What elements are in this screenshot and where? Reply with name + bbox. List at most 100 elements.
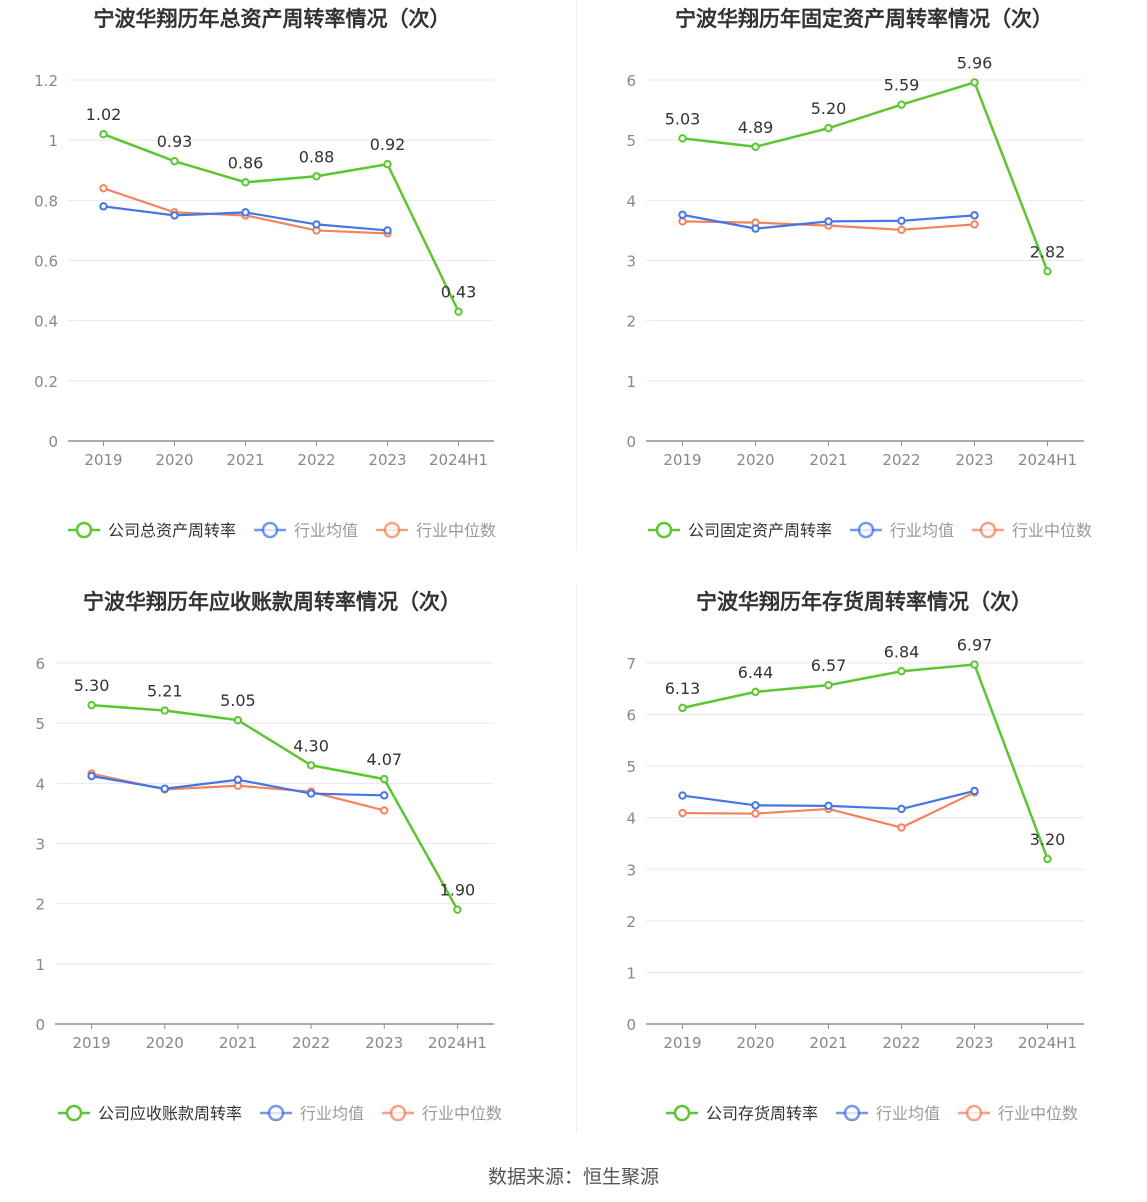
legend-item-company: 公司存货周转率	[666, 1104, 818, 1123]
chart-panel-fixed-asset-turnover: 宁波华翔历年固定资产周转率情况（次） 0 1 2 3 4 5 6 2019 2020 2021 202…	[574, 0, 1147, 583]
legend-marker-icon	[261, 521, 279, 539]
y-tick-label: 4	[626, 192, 636, 210]
chart-title: 宁波华翔历年固定资产周转率情况（次）	[675, 7, 1053, 31]
x-tick-label: 2020	[146, 1034, 184, 1052]
y-tick-label: 1	[626, 373, 636, 391]
y-tick-label: 1	[35, 956, 45, 974]
data-point	[233, 715, 243, 725]
legend-item-industry-average: 行业均值	[260, 1104, 364, 1123]
data-point	[453, 905, 462, 914]
y-tick-label: 5	[626, 758, 636, 776]
data-label: 6.97	[957, 636, 993, 655]
data-point	[1043, 267, 1052, 276]
data-point	[1043, 854, 1052, 864]
data-label: 2.82	[1030, 242, 1066, 261]
y-tick-label: 5	[35, 715, 45, 733]
legend-item-industry-average: 行业均值	[850, 521, 954, 540]
legend-item-company: 公司总资产周转率	[68, 521, 236, 540]
y-tick-label: 0	[626, 433, 636, 451]
x-tick-label: 2019	[84, 451, 122, 469]
data-label: 6.57	[811, 656, 847, 675]
x-tick-label: 2021	[226, 451, 264, 469]
y-tick-label: 3	[35, 836, 45, 854]
series-line-company	[682, 663, 1049, 860]
legend-marker-icon	[673, 1104, 691, 1122]
x-tick-label: 2020	[155, 451, 193, 469]
y-tick-label: 5	[626, 132, 636, 150]
x-tick-label: 2024H1	[1018, 1034, 1077, 1052]
data-point	[751, 687, 760, 697]
data-point	[678, 210, 687, 219]
data-point	[678, 134, 687, 143]
legend-marker-icon	[965, 1104, 983, 1122]
data-label: 1.02	[86, 105, 122, 124]
data-point	[678, 808, 687, 818]
y-tick-label: 0	[626, 1016, 636, 1034]
legend-label: 公司总资产周转率	[108, 521, 236, 540]
data-label: 4.07	[366, 750, 402, 769]
y-tick-label: 6	[626, 72, 636, 90]
data-point	[383, 226, 392, 235]
data-label: 6.84	[884, 642, 920, 661]
data-point	[87, 771, 96, 781]
data-point	[897, 823, 906, 832]
data-label: 0.43	[441, 283, 477, 302]
legend-label: 行业中位数	[416, 521, 496, 540]
y-tick-label: 1	[48, 132, 58, 150]
data-point	[241, 178, 250, 187]
chart-panel-total-asset-turnover: 宁波华翔历年总资产周转率情况（次） 0 0.2 0.4 0.6 0.8 1 1.2 2019 20…	[0, 0, 573, 583]
legend-marker-icon	[383, 521, 401, 539]
y-tick-label: 1	[626, 964, 636, 982]
y-tick-label: 2	[35, 896, 45, 914]
data-label: 0.86	[228, 153, 264, 172]
data-point	[170, 211, 179, 220]
x-tick-label: 2019	[663, 451, 701, 469]
data-point	[87, 700, 96, 710]
data-point	[312, 220, 321, 229]
data-point	[99, 202, 108, 211]
y-tick-label: 3	[626, 253, 636, 271]
data-point	[897, 100, 906, 109]
data-point	[970, 78, 979, 87]
data-point	[824, 680, 833, 690]
legend-label: 公司存货周转率	[706, 1104, 818, 1123]
legend-marker-icon	[979, 521, 997, 539]
x-tick-label: 2024H1	[428, 1034, 487, 1052]
data-point	[970, 211, 979, 220]
data-label: 4.30	[293, 736, 329, 755]
data-point	[678, 217, 687, 226]
data-point	[306, 789, 316, 798]
data-point	[383, 160, 392, 169]
x-tick-label: 2023	[955, 451, 993, 469]
legend-item-industry-median: 行业中位数	[376, 521, 496, 540]
legend-marker-icon	[75, 521, 93, 539]
data-point	[751, 809, 760, 818]
legend-item-company: 公司固定资产周转率	[648, 521, 832, 540]
y-tick-label: 0.6	[34, 253, 58, 271]
panel-divider-top	[576, 0, 577, 550]
data-point	[970, 786, 979, 796]
x-tick-label: 2021	[809, 1034, 847, 1052]
y-tick-label: 7	[626, 655, 636, 673]
x-tick-label: 2020	[736, 451, 774, 469]
data-label: 5.30	[74, 676, 110, 695]
x-tick-label: 2023	[368, 451, 406, 469]
y-tick-label: 4	[626, 810, 636, 828]
legend-label: 行业中位数	[998, 1104, 1078, 1123]
data-label: 4.89	[738, 118, 774, 137]
data-point	[380, 774, 389, 784]
data-label: 5.03	[665, 109, 701, 128]
y-tick-label: 0.8	[34, 192, 58, 210]
y-tick-label: 0	[48, 433, 58, 451]
legend-label: 行业均值	[294, 521, 358, 540]
chart-title: 宁波华翔历年存货周转率情况（次）	[696, 590, 1032, 614]
data-point	[233, 775, 243, 784]
data-point	[970, 220, 979, 229]
y-tick-label: 0.2	[34, 373, 58, 391]
data-point	[751, 801, 760, 810]
legend-marker-icon	[857, 521, 875, 539]
legend-label: 公司固定资产周转率	[688, 521, 832, 540]
data-label: 6.44	[738, 663, 774, 682]
legend-marker-icon	[267, 1104, 285, 1122]
x-tick-label: 2023	[365, 1034, 403, 1052]
